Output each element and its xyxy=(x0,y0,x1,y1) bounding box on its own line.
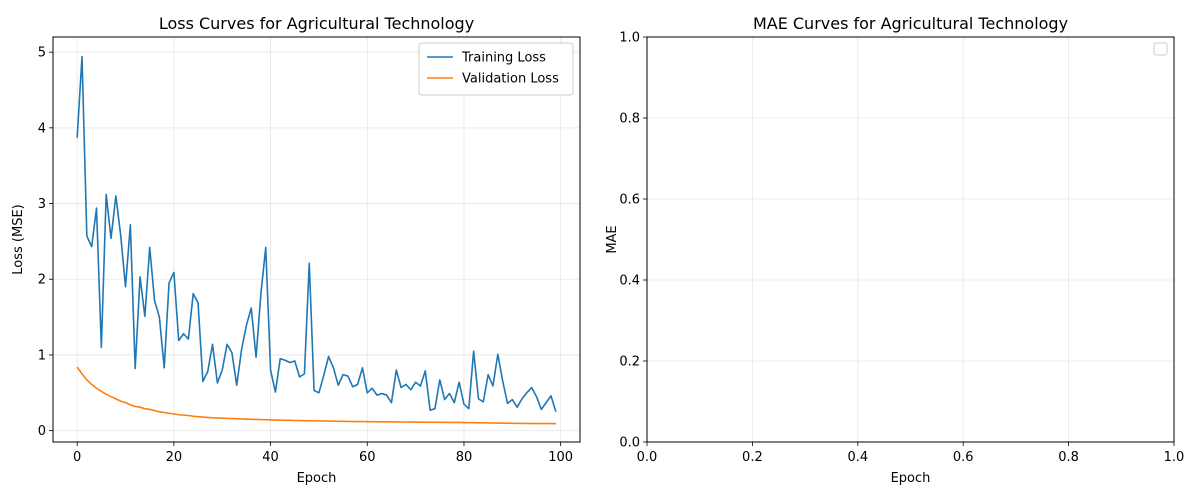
loss-x-tick-label: 60 xyxy=(359,450,376,465)
mae-y-tick-label: 0.8 xyxy=(619,112,640,127)
loss-plot-frame xyxy=(52,36,581,443)
loss-x-axis-label: Epoch xyxy=(297,471,337,486)
mae-x-tick-label: 0.6 xyxy=(953,450,974,465)
loss-y-tick-label: 3 xyxy=(38,197,46,212)
mae-empty-legend-box xyxy=(1153,42,1168,56)
loss-series-lines xyxy=(76,55,557,425)
mae-y-tick-label: 0.2 xyxy=(619,355,640,370)
mae-x-tick-label: 0.8 xyxy=(1058,450,1079,465)
mae-x-tick-label: 0.2 xyxy=(742,450,763,465)
loss-x-tick-label: 20 xyxy=(166,450,183,465)
legend-label-validation-loss: Validation Loss xyxy=(462,72,559,87)
loss-x-tick-label: 0 xyxy=(73,450,81,465)
loss-plot-area xyxy=(53,37,580,442)
loss-y-tick-label: 1 xyxy=(38,348,46,363)
mae-x-tick-label: 0.4 xyxy=(847,450,868,465)
loss-y-tick-label: 4 xyxy=(38,121,46,136)
mae-plot-area xyxy=(647,37,1174,442)
mae-y-axis-label: MAE xyxy=(605,225,620,253)
mae-plot-frame xyxy=(646,36,1175,443)
mae-x-tick-label: 0.0 xyxy=(637,450,658,465)
legend-label-training-loss: Training Loss xyxy=(461,51,546,66)
loss-y-tick-label: 0 xyxy=(38,424,46,439)
series-line-training-loss xyxy=(76,55,557,412)
loss-y-tick-label: 5 xyxy=(38,46,46,61)
loss-axis-ticks: 0 20 40 60 80 100 0 1 2 3 4 5 xyxy=(38,46,573,465)
mae-y-tick-label: 0.6 xyxy=(619,193,640,208)
mae-chart: 0.0 0.2 0.4 0.6 0.8 1.0 0.0 0.2 0.4 0.6 0.8 1.0 MAE… xyxy=(605,14,1184,486)
loss-x-tick-label: 100 xyxy=(548,450,573,465)
mae-x-axis-label: Epoch xyxy=(891,471,931,486)
mae-y-tick-label: 1.0 xyxy=(619,31,640,46)
loss-legend: Training Loss Validation Loss xyxy=(418,42,574,96)
loss-y-tick-label: 2 xyxy=(38,273,46,288)
mae-x-tick-label: 1.0 xyxy=(1164,450,1185,465)
loss-y-axis-label: Loss (MSE) xyxy=(11,204,26,274)
loss-grid xyxy=(53,37,580,442)
mae-y-tick-label: 0.4 xyxy=(619,274,640,289)
loss-x-tick-label: 80 xyxy=(456,450,473,465)
loss-chart: 0 20 40 60 80 100 0 1 2 3 4 5 Loss Curves for Agric… xyxy=(11,14,581,486)
loss-legend-box xyxy=(418,42,574,96)
mae-legend xyxy=(1153,42,1168,56)
loss-chart-title: Loss Curves for Agricultural Technology xyxy=(159,14,474,33)
mae-axis-ticks: 0.0 0.2 0.4 0.6 0.8 1.0 0.0 0.2 0.4 0.6 0.8 1.0 xyxy=(619,31,1184,466)
mae-chart-title: MAE Curves for Agricultural Technology xyxy=(753,14,1068,33)
series-line-validation-loss xyxy=(76,366,556,425)
loss-x-tick-label: 40 xyxy=(262,450,279,465)
mae-y-tick-label: 0.0 xyxy=(619,436,640,451)
